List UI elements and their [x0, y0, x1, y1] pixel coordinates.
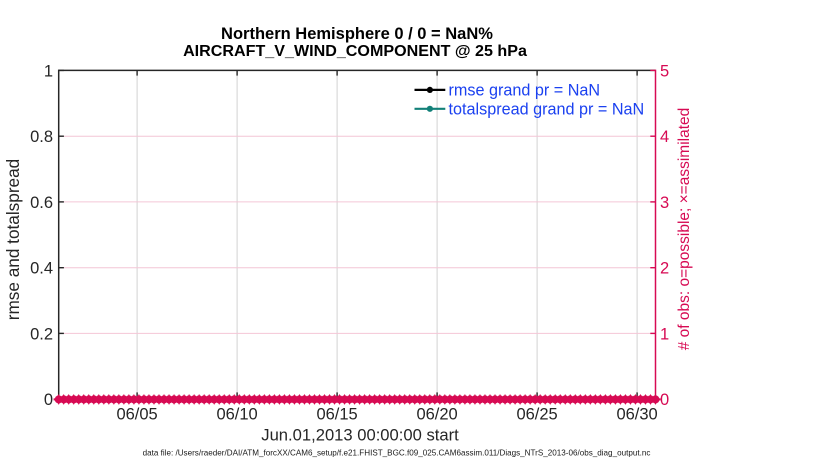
svg-text:06/15: 06/15 — [316, 406, 357, 424]
svg-text:Northern Hemisphere 0 / 0 = Na: Northern Hemisphere 0 / 0 = NaN% — [221, 25, 493, 43]
svg-text:data file: /Users/raeder/DAI/A: data file: /Users/raeder/DAI/ATM_forcXX/… — [143, 448, 651, 457]
svg-text:2: 2 — [660, 260, 669, 278]
svg-text:06/25: 06/25 — [516, 406, 557, 424]
svg-text:4: 4 — [660, 128, 669, 146]
svg-text:5: 5 — [660, 62, 669, 80]
svg-text:AIRCRAFT_V_WIND_COMPONENT @ 25: AIRCRAFT_V_WIND_COMPONENT @ 25 hPa — [183, 42, 528, 60]
svg-text:06/05: 06/05 — [116, 406, 157, 424]
svg-text:1: 1 — [44, 62, 53, 80]
svg-text:0.4: 0.4 — [30, 260, 53, 278]
svg-text:06/20: 06/20 — [416, 406, 457, 424]
svg-text:0.8: 0.8 — [30, 128, 53, 146]
svg-text:rmse grand pr = NaN: rmse grand pr = NaN — [449, 81, 601, 99]
svg-text:0: 0 — [660, 391, 669, 409]
svg-text:0: 0 — [44, 391, 53, 409]
svg-text:# of obs: o=possible; ×=assimi: # of obs: o=possible; ×=assimilated — [676, 108, 693, 351]
svg-text:0.6: 0.6 — [30, 194, 53, 212]
svg-text:06/10: 06/10 — [216, 406, 257, 424]
svg-text:3: 3 — [660, 194, 669, 212]
svg-text:Jun.01,2013 00:00:00 start: Jun.01,2013 00:00:00 start — [261, 426, 459, 445]
svg-text:0.2: 0.2 — [30, 325, 53, 343]
svg-text:rmse and totalspread: rmse and totalspread — [3, 159, 23, 320]
svg-text:1: 1 — [660, 325, 669, 343]
svg-text:06/30: 06/30 — [616, 406, 657, 424]
svg-text:totalspread grand pr = NaN: totalspread grand pr = NaN — [449, 100, 645, 118]
